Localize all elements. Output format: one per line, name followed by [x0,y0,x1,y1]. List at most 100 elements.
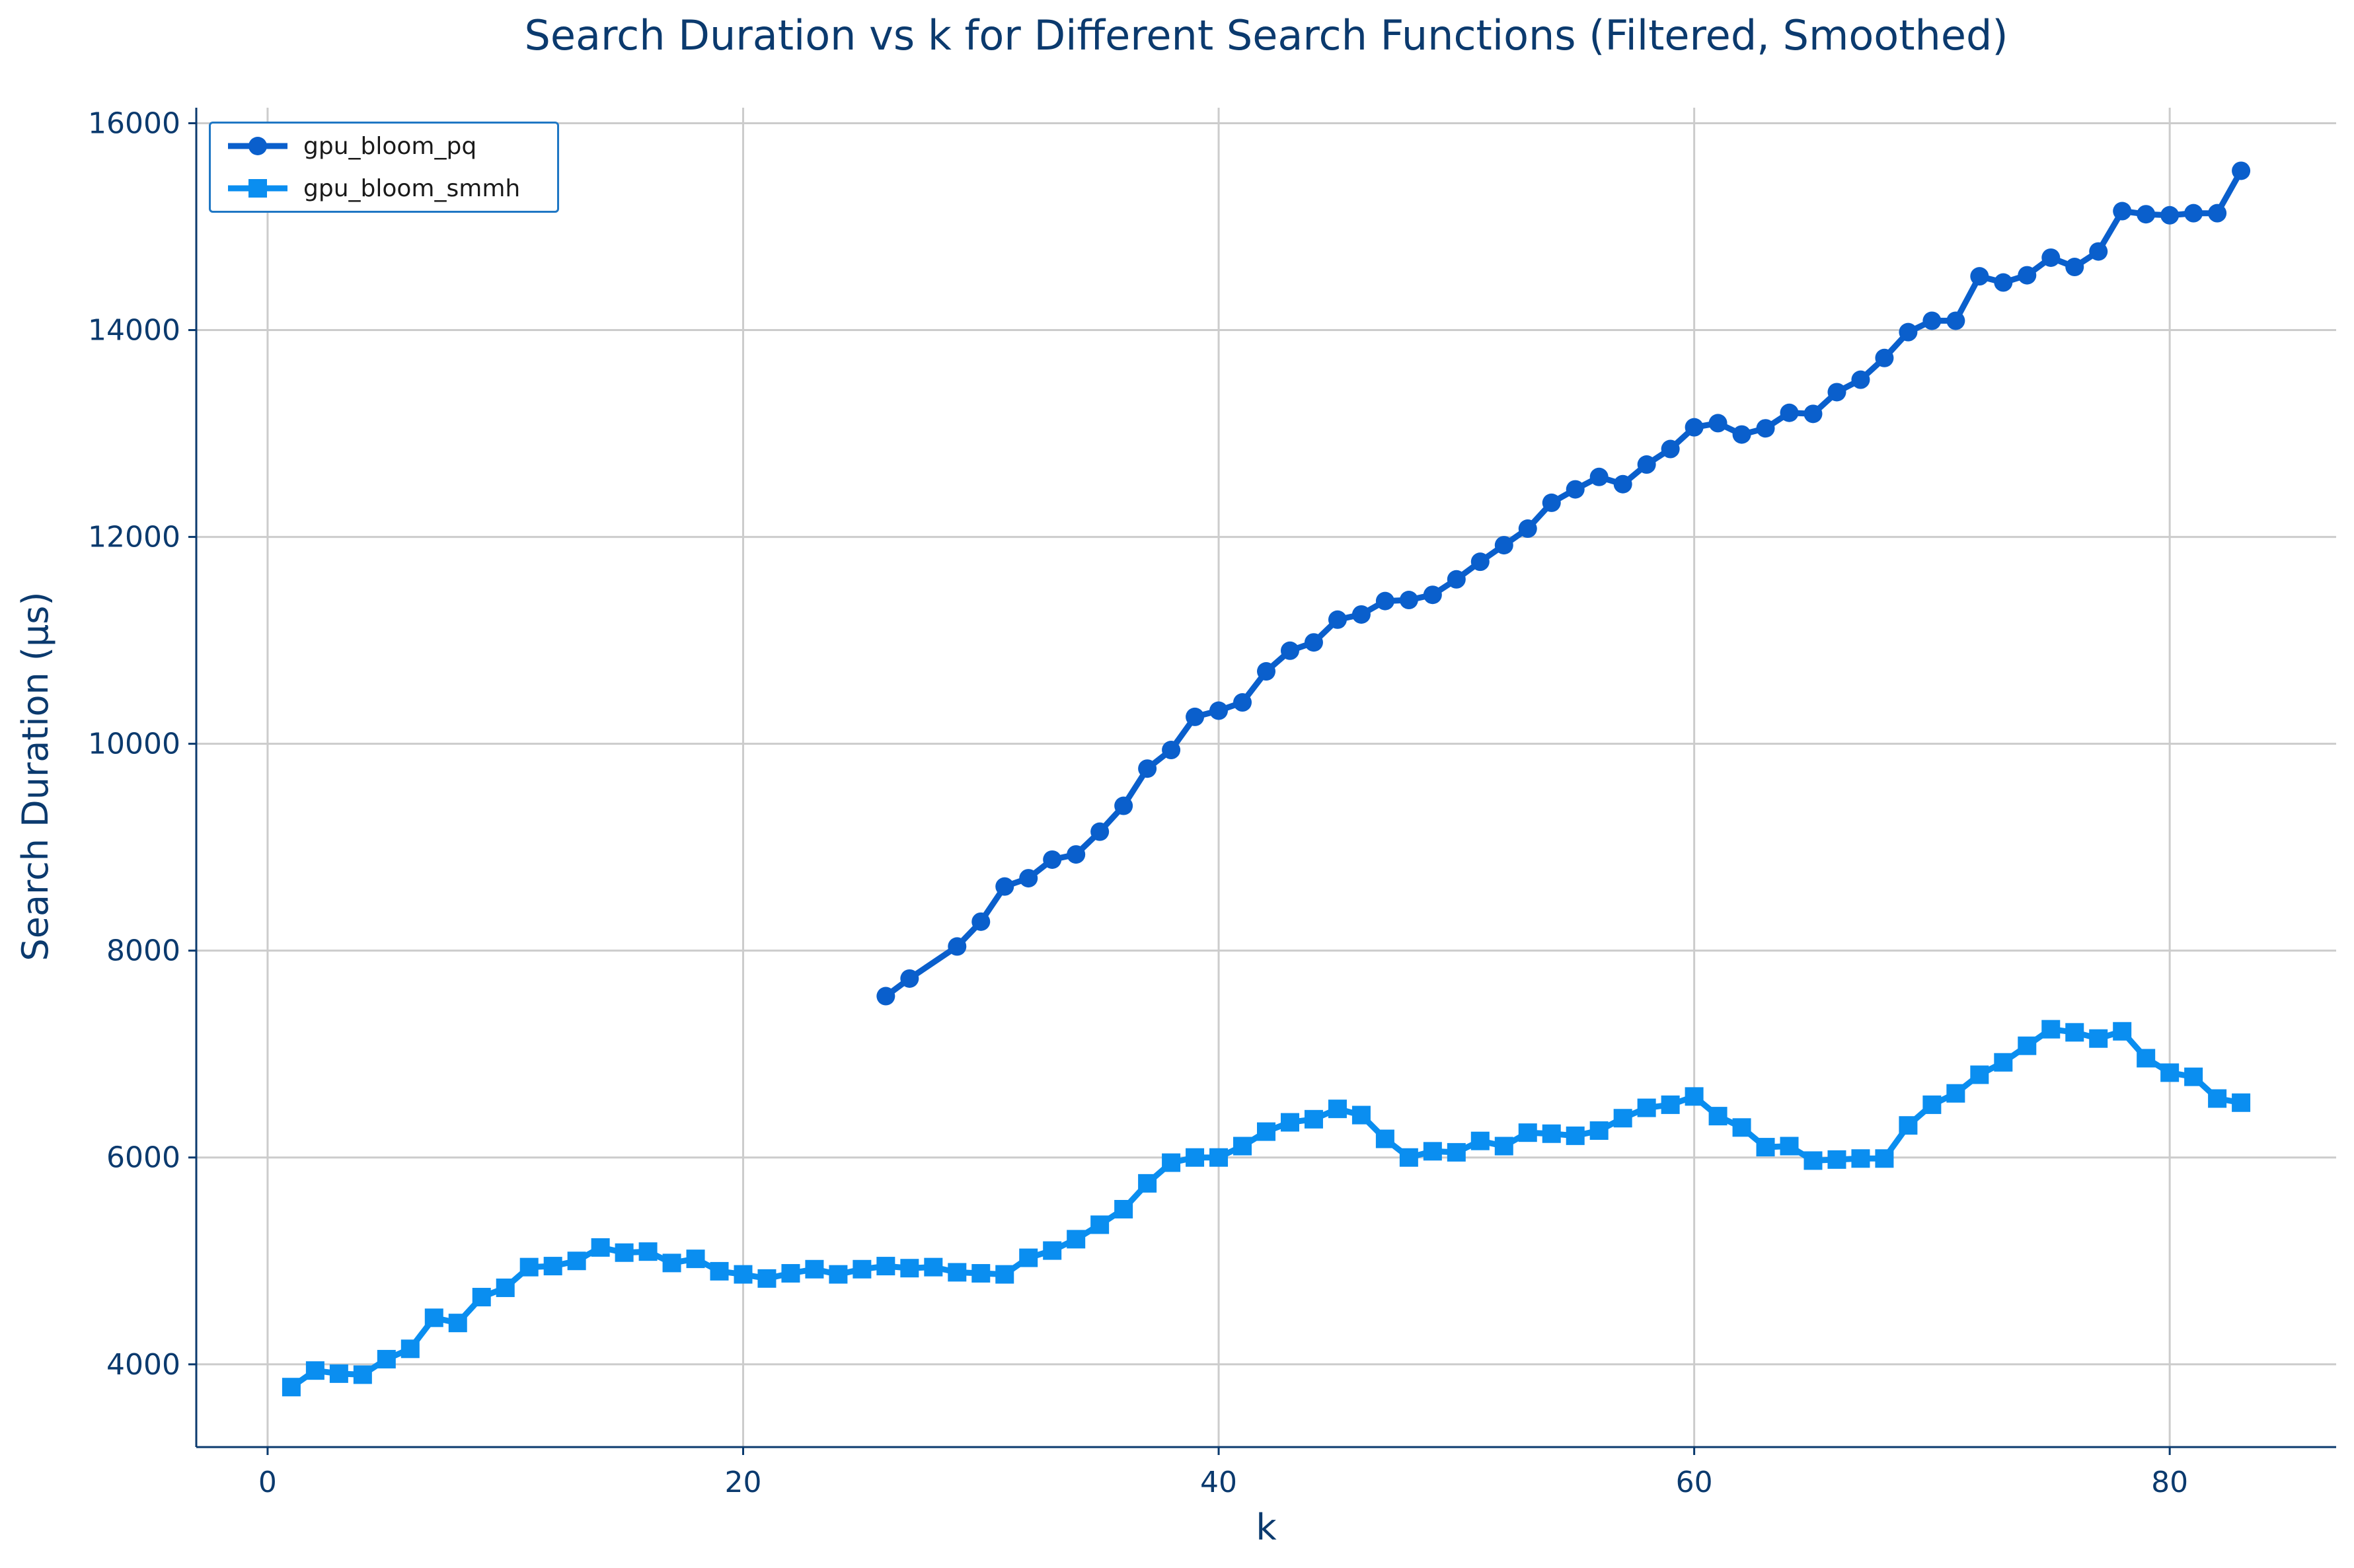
data-point [1162,1153,1181,1172]
data-point [781,1264,800,1283]
data-point [1708,1107,1728,1126]
data-point [2208,204,2227,223]
data-point [1470,1131,1490,1150]
data-point [1803,1151,1823,1170]
x-tick-label: 40 [1200,1466,1237,1499]
data-point [1304,1109,1323,1129]
data-point [1637,1098,1656,1117]
data-point [1637,455,1656,474]
data-point [662,1253,681,1273]
series-layer [282,161,2251,1397]
data-point [1233,693,1252,712]
data-point [1542,1124,1561,1143]
data-point [1756,419,1775,438]
series-line-gpu_bloom_pq [882,168,2244,1000]
data-point [2137,205,2156,224]
data-point [2018,1036,2037,1055]
axes [188,108,2336,1455]
data-point [710,1261,729,1281]
data-point [1708,414,1728,433]
data-point [1186,707,1205,726]
data-point [1922,311,1942,330]
data-point [1518,519,1537,539]
x-tick-label: 20 [724,1466,761,1499]
data-point [1114,796,1133,815]
data-point [995,1265,1014,1284]
data-point [1399,591,1418,610]
series-line-gpu_bloom_smmh [288,1026,2244,1390]
data-point [1423,1142,1442,1161]
data-point [924,1257,943,1277]
data-point [424,1308,443,1327]
data-point [1994,273,2013,292]
data-point [734,1265,753,1284]
data-point [1994,1053,2013,1072]
data-point [1328,1100,1347,1119]
data-point [995,877,1014,896]
x-tick-label: 0 [258,1466,277,1499]
legend-label-smmh: gpu_bloom_smmh [303,175,521,202]
data-point [1186,1148,1205,1167]
data-point [900,1259,919,1278]
data-point [1589,1121,1609,1140]
x-tick-label: 80 [2151,1466,2188,1499]
data-point [1257,662,1275,681]
data-point [2089,242,2108,261]
data-point [567,1251,586,1271]
data-point [1494,1137,1513,1156]
tick-labels: 0 20 40 60 80 4000 6000 8000 10000 12000 14000 1600… [88,106,2188,1499]
data-point [1875,1149,1894,1168]
data-point [1019,869,1038,888]
data-point [2184,1067,2203,1086]
legend: gpu_bloom_pq gpu_bloom_smmh [209,122,559,213]
data-point [1043,1241,1062,1260]
data-point [1399,1148,1418,1167]
data-point [496,1278,515,1297]
data-point [1114,1199,1133,1218]
data-point [1946,1084,1965,1103]
data-point [757,1269,777,1288]
data-point [1209,701,1229,720]
data-point [591,1238,610,1257]
data-point [1946,311,1965,330]
data-point [1899,322,1918,342]
data-point [2089,1029,2108,1048]
data-point [2232,1093,2251,1112]
data-point [1566,1126,1585,1145]
data-point [1732,425,1751,444]
data-point [1090,1215,1110,1234]
data-point [1043,850,1062,869]
data-point [305,1361,324,1380]
data-point [1732,1118,1751,1137]
data-point [1257,1122,1275,1141]
data-point [2160,205,2180,225]
data-point [1780,1137,1799,1156]
data-point [1518,1123,1537,1142]
data-point [543,1257,562,1276]
data-point [1589,467,1609,486]
data-point [1851,370,1870,389]
data-point [1970,267,1989,286]
data-point [876,987,895,1006]
data-point [1827,383,1846,402]
data-point [948,937,967,956]
series-gpu_bloom_pq [876,161,2251,1006]
data-point [1067,845,1086,864]
data-point [1756,1138,1775,1157]
data-point [2018,266,2037,285]
chart-title: Search Duration vs k for Different Searc… [524,11,2008,59]
data-point [2113,202,2132,221]
data-point [876,1257,895,1276]
legend-label-pq: gpu_bloom_pq [303,133,477,160]
data-point [1613,474,1632,494]
data-point [1304,633,1323,652]
legend-item-pq: gpu_bloom_pq [211,126,557,166]
data-point [853,1259,872,1279]
data-point [1780,403,1799,422]
grid-lines [196,108,2336,1447]
y-axis-label: Search Duration (μs) [15,591,56,961]
data-point [472,1288,491,1307]
data-point [2065,258,2084,277]
